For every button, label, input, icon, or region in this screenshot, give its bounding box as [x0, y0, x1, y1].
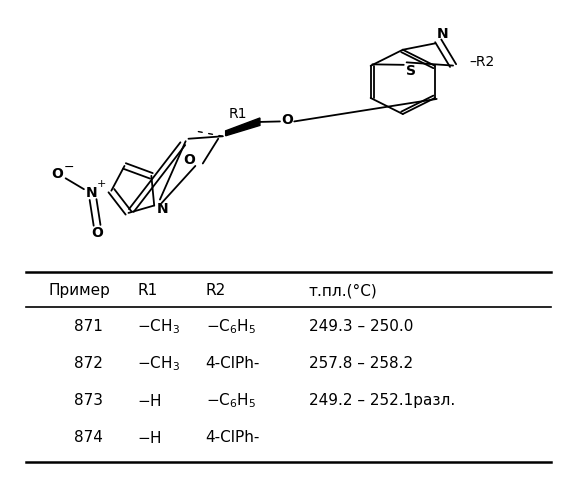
- Text: т.пл.(°C): т.пл.(°C): [309, 283, 377, 298]
- Text: O: O: [51, 168, 63, 181]
- Text: 872: 872: [74, 356, 103, 371]
- Text: R1: R1: [137, 283, 158, 298]
- Text: O: O: [282, 114, 293, 128]
- Text: O: O: [91, 226, 103, 239]
- Text: S: S: [406, 64, 416, 78]
- Text: N: N: [157, 202, 168, 216]
- Polygon shape: [226, 118, 260, 136]
- Text: R1: R1: [228, 107, 247, 121]
- Text: N: N: [85, 186, 97, 200]
- Text: –R2: –R2: [469, 54, 494, 68]
- Text: 249.3 – 250.0: 249.3 – 250.0: [309, 319, 413, 334]
- Text: $\mathregular{-H}$: $\mathregular{-H}$: [137, 393, 162, 409]
- Text: $\mathregular{-C_6H_5}$: $\mathregular{-C_6H_5}$: [205, 392, 256, 410]
- Text: 257.8 – 258.2: 257.8 – 258.2: [309, 356, 413, 371]
- Text: N: N: [437, 28, 448, 42]
- Text: 249.2 – 252.1разл.: 249.2 – 252.1разл.: [309, 394, 455, 408]
- Text: Пример: Пример: [48, 283, 110, 298]
- Text: R2: R2: [205, 283, 226, 298]
- Text: O: O: [183, 152, 196, 166]
- Text: $\mathregular{-H}$: $\mathregular{-H}$: [137, 430, 162, 446]
- Text: $\mathregular{-CH_3}$: $\mathregular{-CH_3}$: [137, 354, 180, 373]
- Text: 871: 871: [74, 319, 103, 334]
- Text: 4-ClPh-: 4-ClPh-: [205, 430, 260, 446]
- Text: 873: 873: [74, 394, 103, 408]
- Text: −: −: [63, 160, 74, 173]
- Text: $\mathregular{-C_6H_5}$: $\mathregular{-C_6H_5}$: [205, 318, 256, 336]
- Text: +: +: [97, 179, 106, 189]
- Text: $\mathregular{-CH_3}$: $\mathregular{-CH_3}$: [137, 318, 180, 336]
- Text: 874: 874: [74, 430, 103, 446]
- Text: 4-ClPh-: 4-ClPh-: [205, 356, 260, 371]
